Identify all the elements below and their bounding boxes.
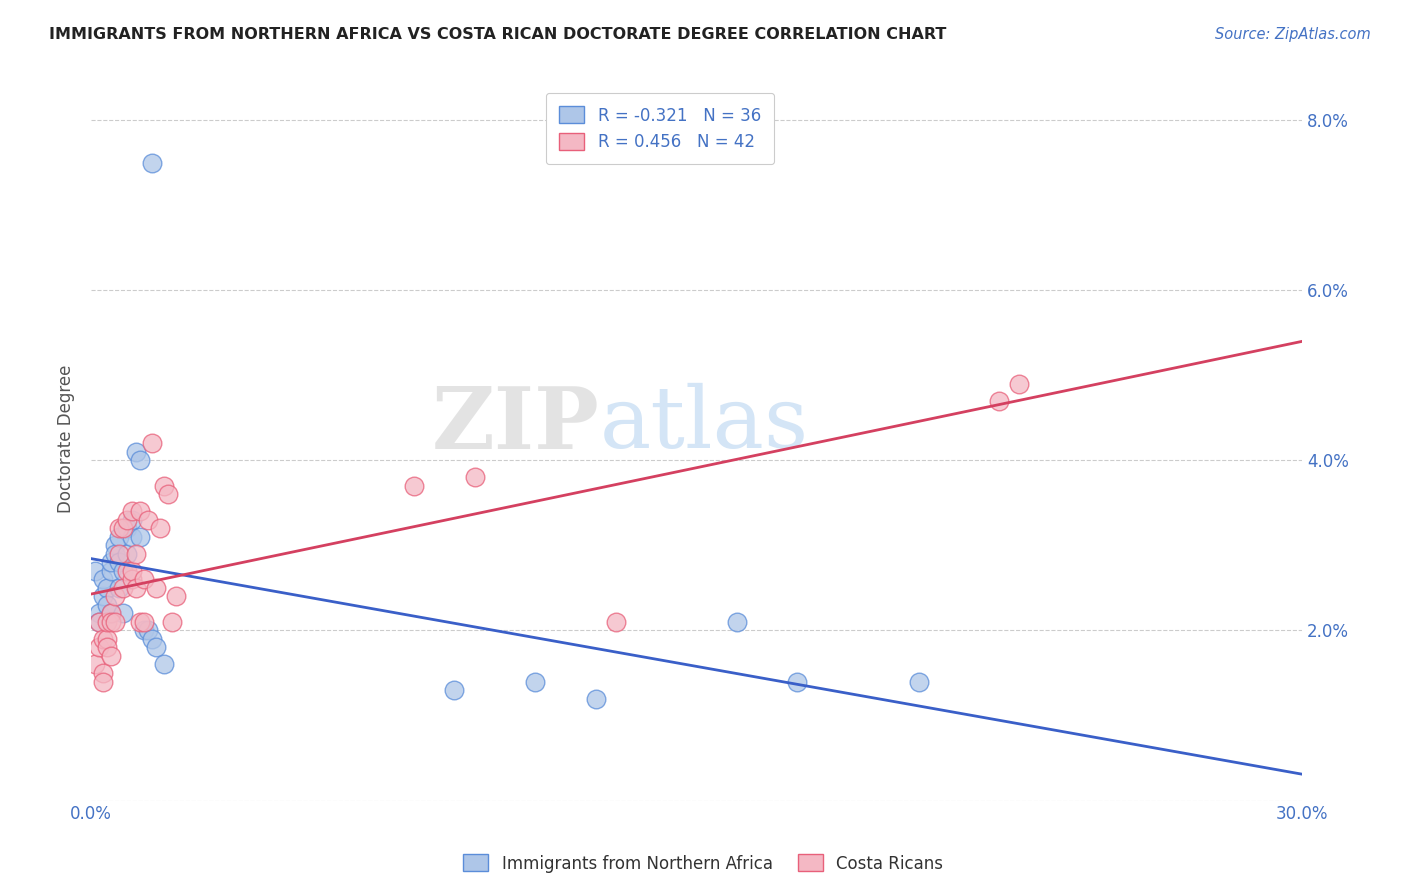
Y-axis label: Doctorate Degree: Doctorate Degree: [58, 365, 75, 513]
Point: [149, 521, 172, 535]
Text: Source: ZipAtlas.com: Source: ZipAtlas.com: [1215, 27, 1371, 42]
Point: [108, 530, 131, 544]
Point: [91, 632, 114, 646]
Point: [402, 479, 425, 493]
Point: [1008, 376, 1031, 391]
Point: [136, 513, 159, 527]
Point: [156, 487, 179, 501]
Point: [121, 564, 143, 578]
Point: [124, 581, 146, 595]
Point: [100, 648, 122, 663]
Point: [112, 607, 135, 621]
Point: [907, 674, 929, 689]
Point: [91, 665, 114, 680]
Point: [121, 513, 143, 527]
Point: [104, 538, 127, 552]
Point: [117, 564, 139, 578]
Point: [153, 479, 176, 493]
Point: [96, 581, 118, 595]
Point: [141, 436, 163, 450]
Point: [121, 573, 143, 587]
Point: [100, 555, 122, 569]
Text: ZIP: ZIP: [432, 383, 600, 467]
Point: [121, 530, 143, 544]
Point: [100, 564, 122, 578]
Point: [165, 590, 187, 604]
Point: [84, 564, 107, 578]
Point: [145, 581, 167, 595]
Point: [84, 657, 107, 672]
Point: [443, 683, 465, 698]
Point: [112, 581, 135, 595]
Point: [464, 470, 486, 484]
Point: [91, 573, 114, 587]
Point: [96, 598, 118, 612]
Point: [124, 444, 146, 458]
Point: [128, 615, 150, 629]
Point: [108, 581, 131, 595]
Point: [104, 547, 127, 561]
Point: [108, 555, 131, 569]
Point: [132, 615, 155, 629]
Point: [91, 590, 114, 604]
Point: [128, 530, 150, 544]
Point: [112, 564, 135, 578]
Point: [124, 547, 146, 561]
Legend: R = -0.321   N = 36, R = 0.456   N = 42: R = -0.321 N = 36, R = 0.456 N = 42: [546, 93, 775, 164]
Point: [91, 674, 114, 689]
Point: [108, 521, 131, 535]
Point: [117, 547, 139, 561]
Point: [988, 393, 1011, 408]
Point: [89, 640, 111, 655]
Point: [725, 615, 748, 629]
Point: [104, 590, 127, 604]
Point: [96, 632, 118, 646]
Text: IMMIGRANTS FROM NORTHERN AFRICA VS COSTA RICAN DOCTORATE DEGREE CORRELATION CHAR: IMMIGRANTS FROM NORTHERN AFRICA VS COSTA…: [49, 27, 946, 42]
Point: [145, 640, 167, 655]
Point: [100, 607, 122, 621]
Point: [117, 513, 139, 527]
Point: [104, 615, 127, 629]
Point: [141, 155, 163, 169]
Point: [89, 615, 111, 629]
Point: [96, 615, 118, 629]
Point: [132, 624, 155, 638]
Point: [136, 624, 159, 638]
Point: [160, 615, 183, 629]
Point: [89, 607, 111, 621]
Point: [89, 615, 111, 629]
Point: [128, 453, 150, 467]
Point: [100, 607, 122, 621]
Point: [132, 573, 155, 587]
Point: [112, 521, 135, 535]
Point: [117, 521, 139, 535]
Point: [524, 674, 547, 689]
Point: [121, 504, 143, 518]
Point: [100, 615, 122, 629]
Point: [141, 632, 163, 646]
Point: [605, 615, 627, 629]
Point: [585, 691, 607, 706]
Text: atlas: atlas: [600, 383, 808, 467]
Point: [96, 640, 118, 655]
Legend: Immigrants from Northern Africa, Costa Ricans: Immigrants from Northern Africa, Costa R…: [457, 847, 949, 880]
Point: [786, 674, 808, 689]
Point: [128, 504, 150, 518]
Point: [153, 657, 176, 672]
Point: [108, 547, 131, 561]
